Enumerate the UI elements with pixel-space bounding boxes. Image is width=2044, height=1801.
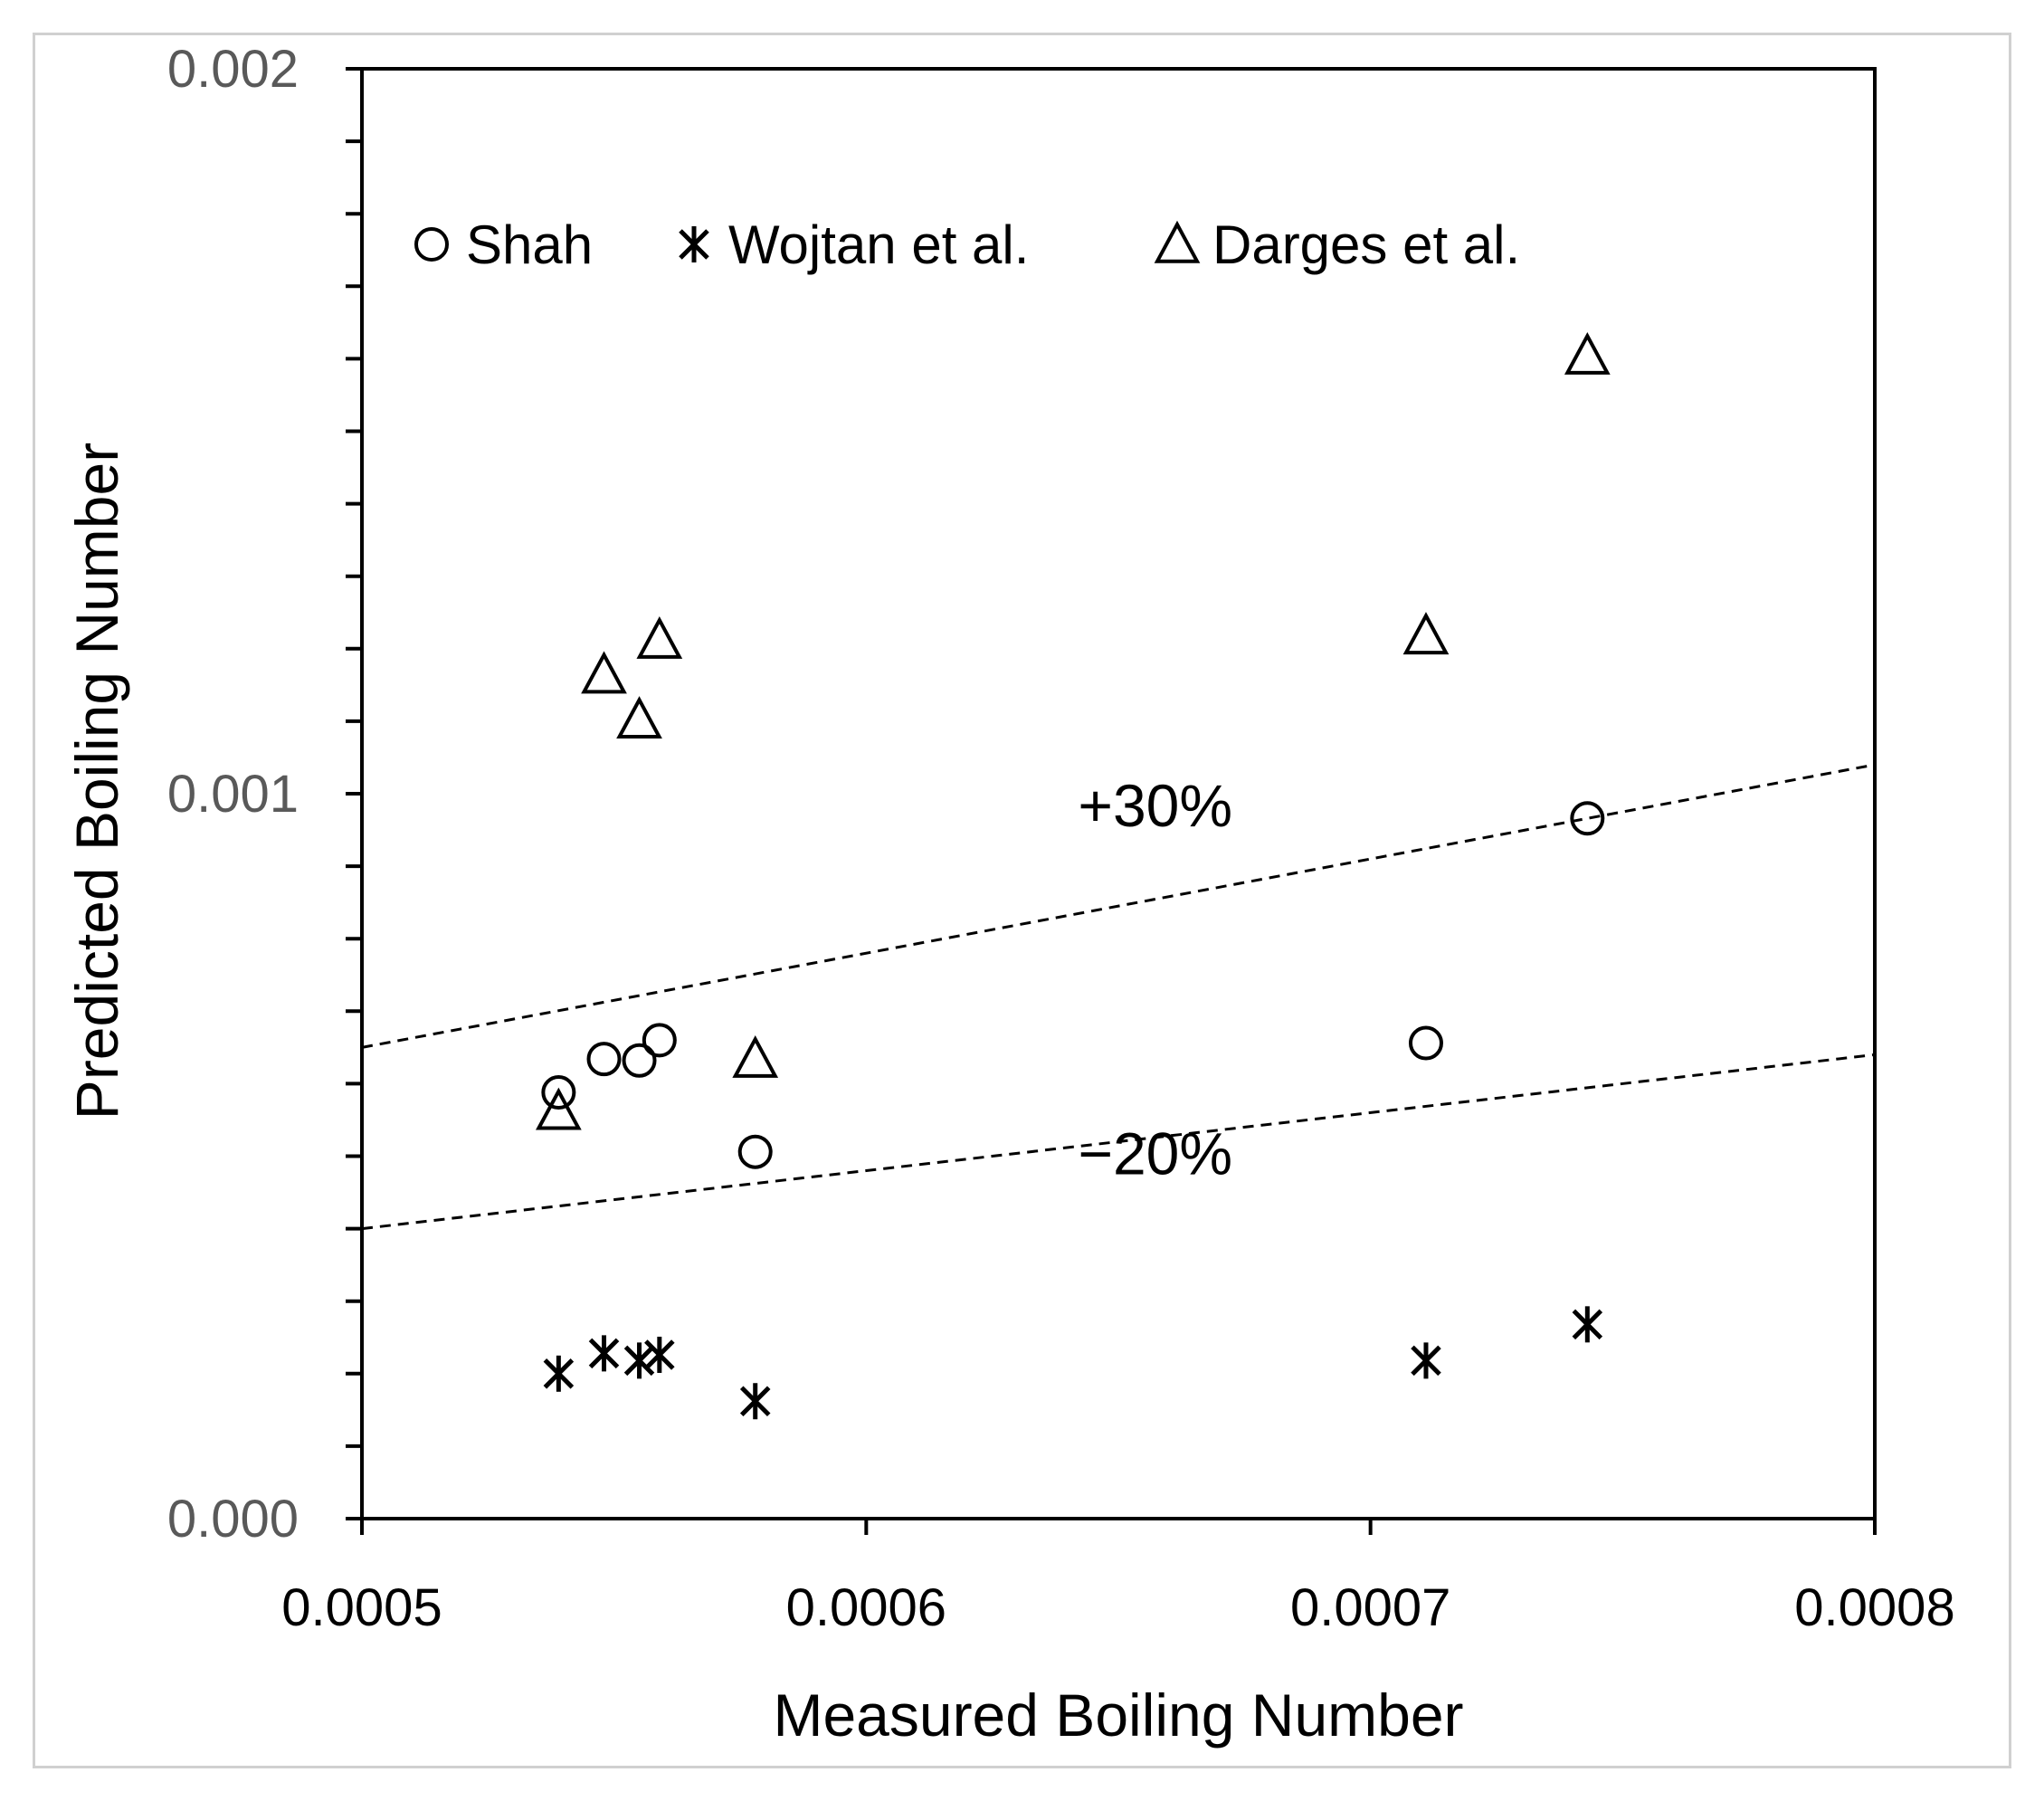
legend: Shah Wojtan et al. Darges et al.: [414, 214, 1520, 275]
data-point-circle: [1570, 801, 1605, 836]
x-axis-title: Measured Boiling Number: [773, 1682, 1463, 1749]
data-point-circle: [1408, 1025, 1443, 1061]
data-point-circle: [622, 1043, 657, 1078]
data-point-triangle: [616, 696, 662, 739]
data-point-triangle: [581, 651, 627, 694]
data-point-asterisk: [588, 1335, 620, 1372]
y-tick-label: 0.000: [167, 1490, 299, 1548]
series-asterisk: [543, 1306, 1603, 1420]
data-point-asterisk: [1572, 1306, 1603, 1343]
data-point-triangle: [1564, 331, 1611, 375]
reference-line-label: +30%: [1078, 772, 1232, 839]
data-point-circle: [642, 1023, 677, 1058]
legend-label: Shah: [466, 214, 593, 275]
x-tick-label: 0.0005: [281, 1578, 442, 1637]
reference-line: [361, 1053, 1876, 1231]
data-point-circle: [414, 227, 449, 262]
y-tick-label: 0.002: [167, 40, 299, 99]
reference-line: [361, 763, 1876, 1049]
data-point-triangle: [636, 615, 683, 659]
x-axis: 0.0005 0.0006 0.0007 0.0008: [281, 1519, 1955, 1637]
legend-label: Wojtan et al.: [728, 214, 1029, 275]
y-axis-title: Predicted Boiling Number: [63, 443, 130, 1120]
x-tick-label: 0.0007: [1290, 1578, 1450, 1637]
reference-lines: [361, 763, 1876, 1231]
reference-line-label: −20%: [1078, 1120, 1232, 1187]
series-circle: [541, 801, 1605, 1169]
legend-label: Darges et al.: [1212, 214, 1520, 275]
data-point-triangle: [1154, 220, 1201, 263]
data-point-triangle: [1402, 612, 1450, 655]
data-point-circle: [586, 1042, 622, 1077]
series-triangle: [536, 331, 1611, 1130]
data-point-asterisk: [739, 1383, 771, 1420]
reference-labels: +30% −20%: [1078, 772, 1232, 1186]
figure-frame: [33, 33, 2011, 1768]
data-point-asterisk: [1411, 1342, 1441, 1379]
y-axis: 0.000 0.001 0.002: [167, 40, 362, 1548]
data-point-asterisk: [679, 226, 709, 262]
x-tick-label: 0.0008: [1794, 1578, 1954, 1637]
data-point-asterisk: [623, 1342, 655, 1379]
data-point-circle: [737, 1134, 773, 1169]
data-point-triangle: [536, 1087, 582, 1130]
y-tick-label: 0.001: [167, 765, 299, 824]
data-point-triangle: [732, 1034, 779, 1078]
x-tick-label: 0.0006: [786, 1578, 946, 1637]
data-point-asterisk: [543, 1355, 575, 1392]
data-point-circle: [541, 1075, 576, 1110]
data-points: [536, 331, 1611, 1420]
data-point-asterisk: [644, 1336, 675, 1373]
